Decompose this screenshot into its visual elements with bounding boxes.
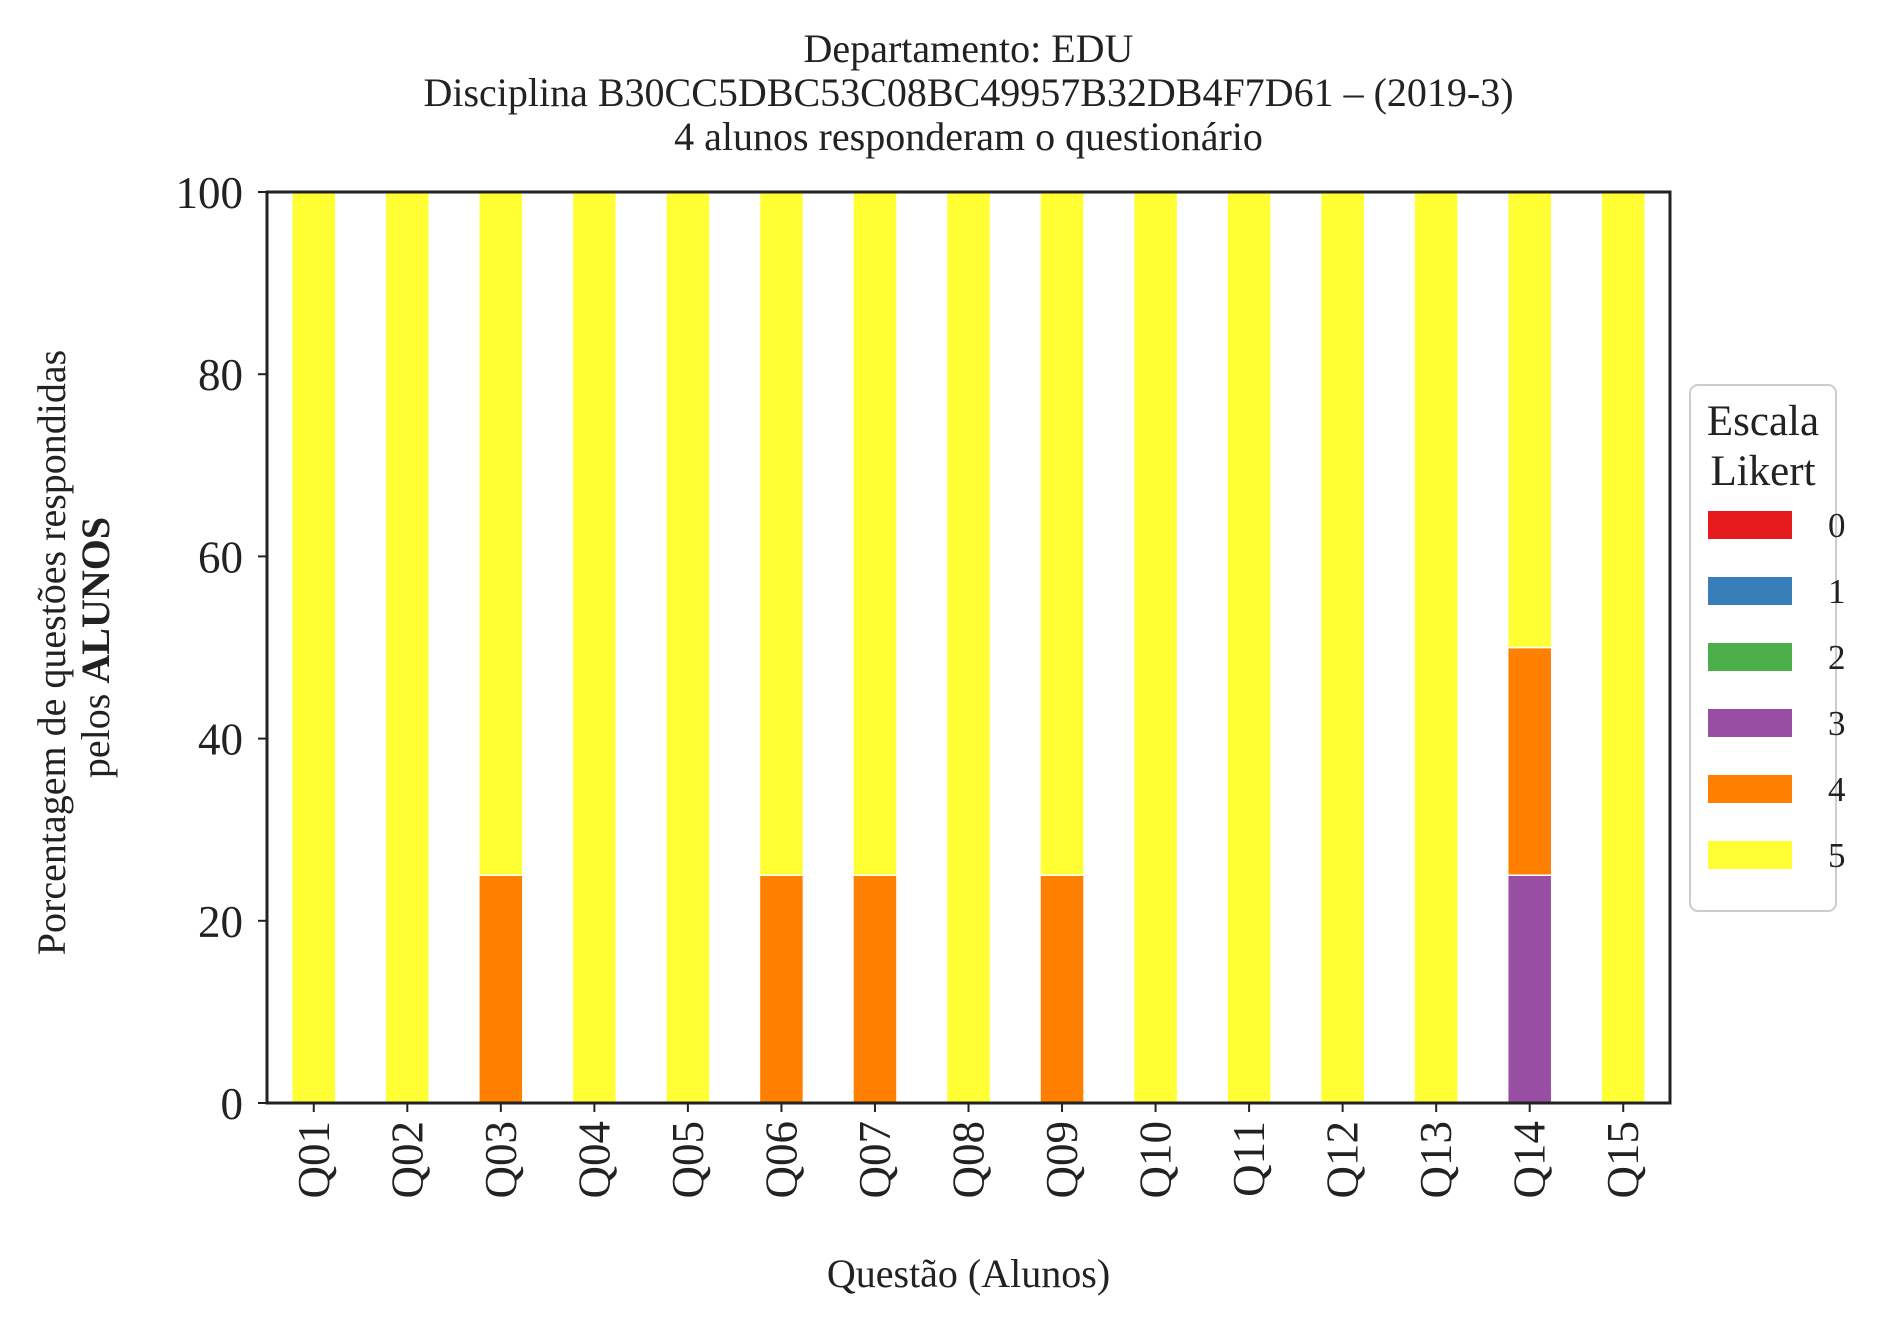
- legend-entry-1: 1: [1828, 572, 1846, 611]
- y-axis-label-line2: pelos: [73, 684, 118, 778]
- bar-Q09-scale-5: [1039, 191, 1085, 876]
- x-tick-label: Q10: [1131, 1121, 1181, 1199]
- legend-entry-2: 2: [1828, 638, 1846, 677]
- bar-Q01-scale-5: [291, 191, 337, 1104]
- legend-swatch-1: [1708, 577, 1792, 605]
- bar-Q14-scale-4: [1506, 646, 1553, 876]
- bar-Q14-scale-5: [1506, 191, 1553, 649]
- x-tick-label: Q08: [944, 1121, 994, 1199]
- x-tick-label: Q01: [289, 1121, 339, 1199]
- x-tick-label: Q09: [1037, 1121, 1087, 1199]
- legend-entry-4: 4: [1828, 770, 1846, 809]
- y-tick-label: 100: [176, 168, 244, 218]
- y-tick-label: 0: [221, 1079, 244, 1129]
- legend-swatch-2: [1708, 643, 1792, 671]
- x-tick-label: Q13: [1411, 1121, 1461, 1199]
- legend-swatch-4: [1708, 775, 1792, 803]
- x-tick-label: Q06: [756, 1121, 806, 1199]
- legend-swatch-0: [1708, 511, 1792, 539]
- bars-group: [291, 191, 1646, 1104]
- chart-title-line: Disciplina B30CC5DBC53C08BC49957B32DB4F7…: [423, 70, 1513, 115]
- legend-swatch-3: [1708, 709, 1792, 737]
- x-tick-label: Q11: [1224, 1121, 1274, 1197]
- bar-Q06-scale-4: [758, 874, 805, 1104]
- x-axis-ticks: Q01 Q02 Q03 Q04 Q05 Q06 Q07 Q08 Q09 Q10 Q11 Q12 Q13 Q…: [289, 1103, 1648, 1199]
- x-axis-label: Questão (Alunos): [827, 1251, 1110, 1296]
- legend-entry-5: 5: [1828, 836, 1846, 875]
- bar-Q06-scale-5: [758, 191, 805, 876]
- y-tick-label: 60: [198, 532, 243, 582]
- bar-Q15-scale-5: [1600, 191, 1646, 1104]
- bar-Q03-scale-5: [478, 191, 524, 876]
- bar-Q11-scale-5: [1226, 191, 1272, 1104]
- bar-Q08-scale-5: [945, 191, 992, 1104]
- bar-Q05-scale-5: [665, 191, 711, 1104]
- bar-Q09-scale-4: [1039, 874, 1085, 1104]
- y-axis-label: Porcentagem de questões respondidas pelo…: [29, 340, 118, 955]
- x-tick-label: Q03: [476, 1121, 526, 1199]
- x-tick-label: Q12: [1318, 1121, 1368, 1199]
- x-tick-label: Q07: [850, 1121, 900, 1199]
- x-tick-label: Q02: [382, 1121, 432, 1199]
- bar-Q10-scale-5: [1132, 191, 1179, 1104]
- y-tick-label: 40: [198, 715, 243, 765]
- legend-title: Escala: [1707, 398, 1819, 445]
- bar-Q02-scale-5: [384, 191, 431, 1104]
- bar-Q12-scale-5: [1319, 191, 1366, 1104]
- y-axis-label-bold: ALUNOS: [73, 517, 118, 684]
- y-axis-label-line1: Porcentagem de questões respondidas: [29, 350, 74, 955]
- x-tick-label: Q05: [663, 1121, 713, 1199]
- bar-Q07-scale-5: [852, 191, 898, 876]
- legend-entry-0: 0: [1828, 506, 1846, 545]
- y-tick-label: 20: [198, 897, 243, 947]
- bar-Q13-scale-5: [1413, 191, 1459, 1104]
- legend-title: Likert: [1710, 448, 1815, 495]
- legend-entry-3: 3: [1828, 704, 1846, 743]
- y-tick-label: 80: [198, 350, 243, 400]
- bar-Q14-scale-3: [1506, 874, 1553, 1104]
- x-tick-label: Q14: [1505, 1121, 1555, 1199]
- bar-Q04-scale-5: [571, 191, 618, 1104]
- bar-Q07-scale-4: [852, 874, 898, 1104]
- y-axis-ticks: 0 20 40 60 80 100: [176, 168, 267, 1129]
- chart-title-line: Departamento: EDU: [804, 26, 1134, 71]
- x-tick-label: Q04: [569, 1121, 619, 1199]
- x-tick-label: Q15: [1598, 1121, 1648, 1199]
- bar-Q03-scale-4: [478, 874, 524, 1104]
- legend-swatch-5: [1708, 841, 1792, 869]
- chart-title-line: 4 alunos responderam o questionário: [674, 114, 1263, 159]
